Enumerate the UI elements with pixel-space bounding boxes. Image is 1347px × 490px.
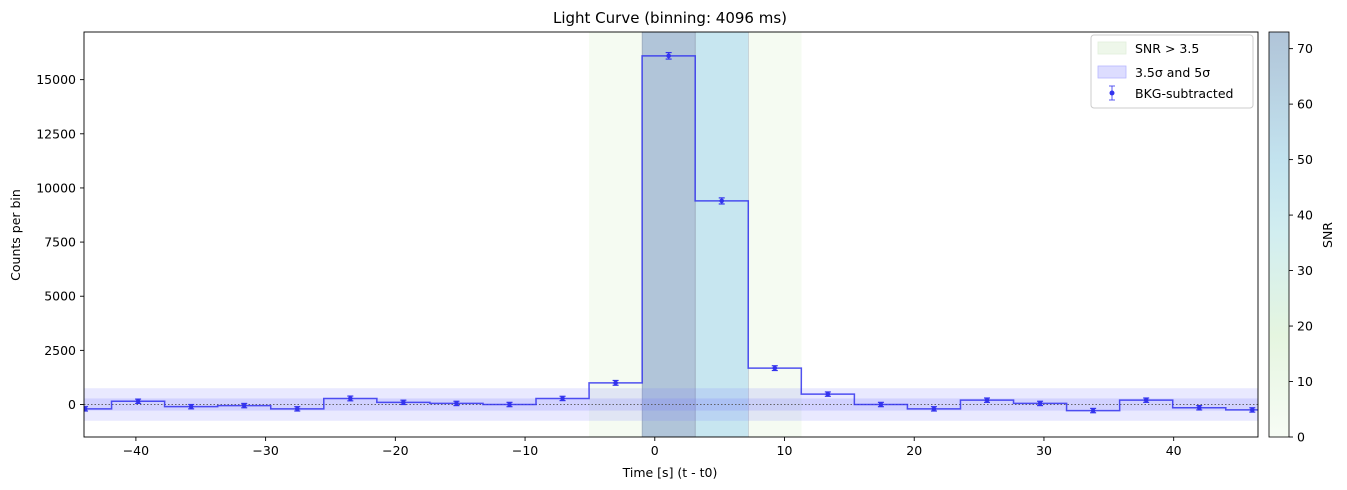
data-point	[825, 391, 831, 397]
colorbar-tick-label: 50	[1297, 152, 1313, 167]
snr-span-0	[589, 32, 643, 437]
y-tick-label: 10000	[36, 180, 76, 195]
x-axis-label: Time [s] (t - t0)	[622, 465, 718, 480]
data-point	[878, 402, 884, 407]
data-point	[188, 404, 194, 409]
x-tick-label: 10	[777, 443, 793, 458]
data-point	[1090, 408, 1096, 413]
data-point	[772, 365, 778, 371]
data-point	[931, 406, 937, 412]
snr-span-3	[748, 32, 802, 437]
colorbar-label: SNR	[1320, 222, 1335, 248]
chart-title: Light Curve (binning: 4096 ms)	[553, 9, 787, 27]
data-point	[719, 198, 725, 204]
colorbar: 0 10 20 30 40 50 60 70 SNR	[1268, 31, 1335, 445]
x-tick-label: −40	[123, 443, 149, 458]
data-point	[666, 53, 671, 59]
colorbar-tick-label: 70	[1297, 41, 1313, 56]
data-point	[1037, 401, 1043, 406]
y-axis-label: Counts per bin	[8, 189, 23, 281]
snr-span-2	[694, 32, 749, 437]
sigma-band-outer	[84, 388, 1258, 421]
colorbar-gradient	[1268, 31, 1290, 438]
x-tick-label: −30	[252, 443, 278, 458]
data-point	[135, 398, 141, 404]
legend-label-sigma: 3.5σ and 5σ	[1135, 65, 1210, 80]
legend-swatch-snr	[1097, 41, 1127, 55]
y-tick-label: 12500	[36, 126, 76, 141]
colorbar-tick-label: 40	[1297, 208, 1313, 223]
plot-area	[84, 32, 1258, 437]
plot-content	[84, 32, 1258, 437]
y-tick-label: 15000	[36, 72, 76, 87]
data-point	[1143, 397, 1149, 403]
legend: SNR > 3.5 3.5σ and 5σ BKG-subtracted	[1090, 34, 1254, 109]
data-point	[294, 406, 300, 412]
legend-swatch-sigma	[1097, 65, 1127, 79]
data-point	[348, 396, 353, 401]
data-point	[401, 400, 406, 405]
data-point	[507, 402, 512, 407]
data-point	[613, 380, 618, 386]
snr-span-1	[641, 32, 696, 437]
x-tick-label: 40	[1166, 443, 1182, 458]
colorbar-tick-label: 0	[1297, 430, 1305, 445]
colorbar-tick-label: 10	[1297, 374, 1313, 389]
data-point	[241, 403, 247, 408]
axes: −40 −30 −20 −10 0 10 20 30 40 0 2500 5000 7500 10000 1…	[36, 31, 1259, 458]
data-point	[560, 396, 565, 401]
colorbar-tick-label: 20	[1297, 319, 1313, 334]
y-tick-label: 0	[68, 397, 76, 412]
data-point	[454, 401, 459, 406]
legend-box	[1090, 34, 1254, 109]
x-tick-label: −10	[512, 443, 538, 458]
legend-label-snr: SNR > 3.5	[1135, 41, 1199, 56]
y-tick-label: 7500	[44, 235, 76, 250]
colorbar-tick-label: 60	[1297, 97, 1313, 112]
legend-label-bkg: BKG-subtracted	[1135, 86, 1233, 101]
data-point	[84, 406, 88, 412]
x-tick-label: 0	[651, 443, 659, 458]
y-tick-label: 5000	[44, 289, 76, 304]
y-tick-label: 2500	[44, 343, 76, 358]
data-point	[1249, 407, 1255, 413]
legend-swatch-bkg	[1109, 85, 1115, 101]
x-tick-label: 20	[906, 443, 922, 458]
x-tick-label: −20	[382, 443, 408, 458]
axes-frame	[83, 31, 1259, 438]
x-tick-label: 30	[1036, 443, 1052, 458]
colorbar-tick-label: 30	[1297, 263, 1313, 278]
data-point	[984, 397, 990, 403]
data-point	[1196, 405, 1202, 411]
